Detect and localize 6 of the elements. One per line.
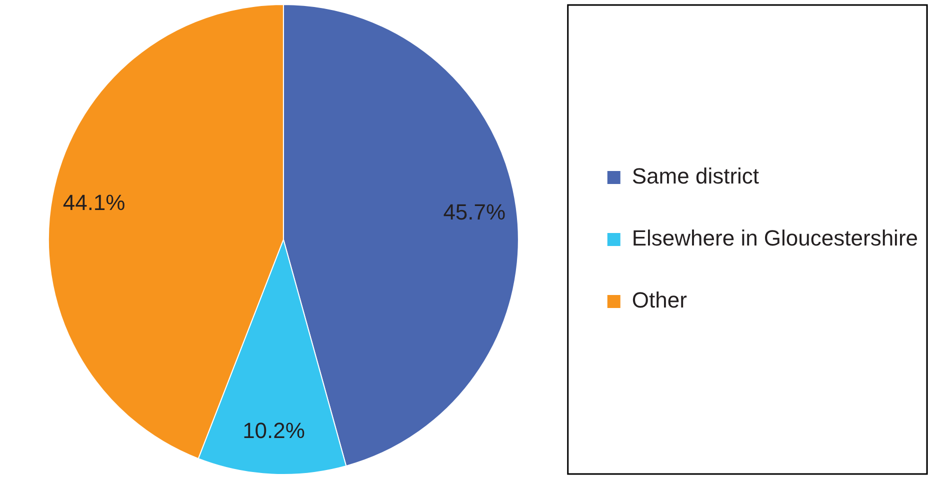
legend-label: Other: [632, 288, 687, 313]
legend-label: Elsewhere in Gloucestershire: [632, 226, 918, 251]
data-label: 44.1%: [62, 190, 126, 216]
legend-label: Same district: [632, 164, 760, 189]
data-label: 10.2%: [242, 418, 305, 444]
data-label: 45.7%: [443, 200, 506, 225]
